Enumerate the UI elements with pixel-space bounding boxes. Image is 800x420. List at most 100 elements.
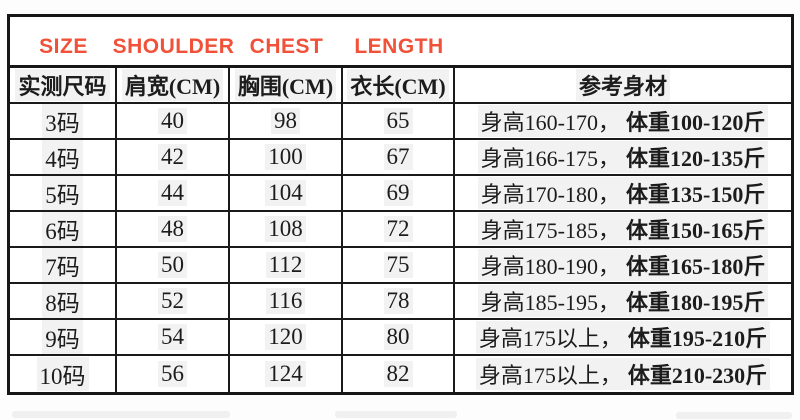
length-value: 80	[383, 324, 413, 350]
length-value: 65	[383, 108, 413, 134]
size-value: 3码	[42, 104, 83, 138]
size-cell: 8码	[10, 284, 117, 318]
header-length-label: 衣长(CM)	[347, 69, 449, 101]
chest-cell: 124	[230, 356, 343, 392]
shoulder-cell: 52	[117, 284, 230, 318]
reference-height: 身高170-180，	[477, 177, 623, 209]
reference-height: 身高175-185，	[477, 213, 623, 245]
shoulder-value: 44	[158, 180, 187, 206]
chest-cell: 98	[230, 104, 343, 138]
length-value: 75	[383, 252, 413, 278]
length-cell: 80	[343, 320, 455, 354]
header-chest-label: 胸围(CM)	[234, 69, 337, 101]
size-value: 10码	[36, 357, 89, 391]
chest-value: 116	[265, 288, 306, 314]
chest-value: 124	[265, 361, 306, 387]
chest-value: 120	[265, 324, 306, 350]
size-value: 4码	[42, 140, 83, 174]
chest-cell: 104	[230, 176, 343, 210]
reference-weight: 体重150-165斤	[623, 213, 769, 245]
shoulder-cell: 54	[117, 320, 230, 354]
size-value: 5码	[42, 176, 83, 210]
length-value: 82	[383, 361, 413, 387]
table-row: 3码 40 98 65 身高160-170， 体重100-120斤	[10, 104, 791, 140]
reference-height: 身高160-170，	[477, 105, 623, 137]
table-row: 7码 50 112 75 身高180-190， 体重165-180斤	[10, 248, 791, 284]
reference-cell: 身高170-180， 体重135-150斤	[455, 176, 791, 210]
shoulder-value: 56	[158, 361, 187, 387]
shoulder-value: 40	[158, 108, 187, 134]
shoulder-value: 50	[158, 252, 187, 278]
reference-weight: 体重100-120斤	[623, 105, 769, 137]
size-value: 7码	[42, 248, 83, 282]
chest-value: 104	[265, 180, 306, 206]
size-cell: 6码	[10, 212, 117, 246]
shoulder-value: 48	[158, 216, 187, 242]
reference-cell: 身高166-175， 体重120-135斤	[455, 140, 791, 174]
length-value: 69	[383, 180, 413, 206]
scan-artifact	[335, 411, 457, 418]
banner-row: SIZE SHOULDER CHEST LENGTH	[10, 17, 791, 68]
reference-cell: 身高160-170， 体重100-120斤	[455, 104, 791, 138]
size-value: 9码	[42, 320, 83, 354]
table-row: 4码 42 100 67 身高166-175， 体重120-135斤	[10, 140, 791, 176]
reference-height: 身高180-190，	[477, 249, 623, 281]
table-row: 10码 56 124 82 身高175以上， 体重210-230斤	[10, 356, 791, 392]
shoulder-cell: 44	[117, 176, 230, 210]
chest-value: 100	[265, 144, 306, 170]
reference-weight: 体重195-210斤	[624, 321, 771, 353]
reference-weight: 体重120-135斤	[623, 141, 769, 173]
banner-length-label: LENGTH	[354, 35, 444, 58]
header-size-label: 实测尺码	[15, 69, 110, 101]
size-cell: 10码	[10, 356, 117, 392]
size-cell: 9码	[10, 320, 117, 354]
table-row: 6码 48 108 72 身高175-185， 体重150-165斤	[10, 212, 791, 248]
header-reference: 参考身材	[455, 68, 791, 102]
length-cell: 82	[343, 356, 455, 392]
chest-value: 108	[265, 216, 306, 242]
reference-cell: 身高175以上， 体重195-210斤	[455, 320, 791, 354]
shoulder-cell: 50	[117, 248, 230, 282]
reference-weight: 体重180-195斤	[623, 285, 769, 317]
chest-cell: 116	[230, 284, 343, 318]
size-cell: 5码	[10, 176, 117, 210]
length-cell: 69	[343, 176, 455, 210]
size-value: 6码	[42, 212, 83, 246]
shoulder-cell: 48	[117, 212, 230, 246]
reference-cell: 身高185-195， 体重180-195斤	[455, 284, 791, 318]
shoulder-cell: 56	[117, 356, 230, 392]
size-cell: 4码	[10, 140, 117, 174]
header-chest: 胸围(CM)	[230, 68, 343, 102]
scan-artifact	[12, 411, 230, 418]
size-cell: 3码	[10, 104, 117, 138]
scan-artifact	[676, 412, 792, 419]
reference-height: 身高175以上，	[475, 321, 625, 353]
reference-weight: 体重210-230斤	[624, 358, 771, 390]
shoulder-value: 42	[158, 144, 187, 170]
size-cell: 7码	[10, 248, 117, 282]
banner-size-label: SIZE	[39, 35, 88, 58]
reference-height: 身高166-175，	[477, 141, 623, 173]
chest-cell: 100	[230, 140, 343, 174]
length-cell: 67	[343, 140, 455, 174]
header-row: 实测尺码 肩宽(CM) 胸围(CM) 衣长(CM) 参考身材	[10, 68, 791, 104]
shoulder-value: 52	[158, 288, 187, 314]
banner-empty-cell	[455, 17, 791, 65]
banner-shoulder-label: SHOULDER	[112, 35, 235, 58]
reference-height: 身高185-195，	[477, 285, 623, 317]
shoulder-cell: 42	[117, 140, 230, 174]
banner-chest-label: CHEST	[249, 35, 324, 58]
reference-cell: 身高175-185， 体重150-165斤	[455, 212, 791, 246]
reference-weight: 体重135-150斤	[623, 177, 769, 209]
header-shoulder: 肩宽(CM)	[117, 68, 230, 102]
length-value: 78	[383, 288, 413, 314]
reference-weight: 体重165-180斤	[623, 249, 769, 281]
header-length: 衣长(CM)	[343, 68, 455, 102]
size-value: 8码	[42, 284, 83, 318]
length-cell: 65	[343, 104, 455, 138]
shoulder-cell: 40	[117, 104, 230, 138]
size-chart-table: SIZE SHOULDER CHEST LENGTH 实测尺码 肩宽(CM) 胸…	[7, 14, 794, 395]
chest-value: 98	[271, 108, 300, 134]
length-cell: 75	[343, 248, 455, 282]
